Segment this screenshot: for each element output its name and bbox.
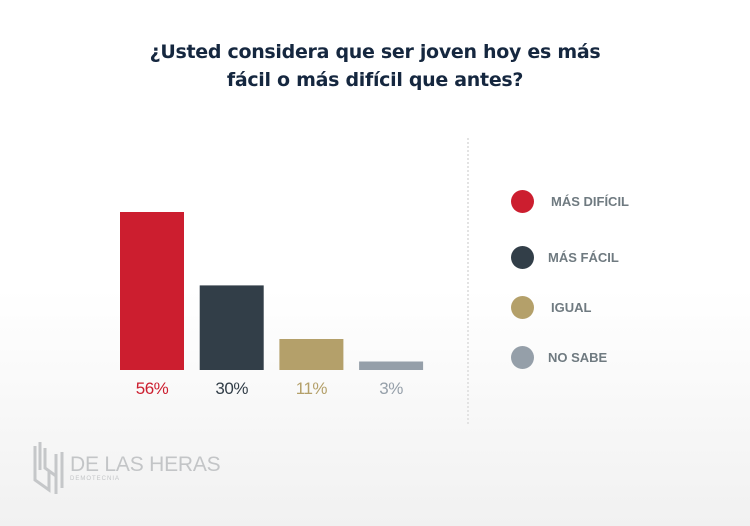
legend-dot-icon [511,346,534,369]
chart-title-line-1: ¿Usted considera que ser joven hoy es má… [149,41,601,63]
legend-label: MÁS DIFÍCIL [551,194,629,209]
legend-item-mas-facil: MÁS FÁCIL [511,246,619,269]
logo-subtitle: DEMOTECNIA [70,475,121,482]
chart-title-line-2: fácil o más difícil que antes? [226,69,524,91]
bars-group [120,212,424,370]
value-label-0: 56% [136,379,169,398]
bar-1 [199,285,264,370]
legend-item-no-sabe: NO SABE [511,346,607,369]
legend-label: IGUAL [551,300,592,315]
legend-dot-icon [511,190,534,213]
bar-2 [279,339,344,370]
bar-0 [120,212,184,370]
value-label-2: 11% [296,379,328,398]
bar-3 [359,361,424,370]
legend-item-mas-dificil: MÁS DIFÍCIL [511,190,629,213]
legend-label: NO SABE [548,350,608,365]
legend-label: MÁS FÁCIL [548,250,619,265]
logo-name: DE LAS HERAS [70,452,221,476]
legend-divider [467,138,469,424]
legend-dot-icon [511,296,534,319]
legend-dot-icon [511,246,534,269]
logo-mark-icon [33,442,64,494]
value-label-3: 3% [379,379,403,398]
value-labels-group: 56% 30% 11% 3% [136,379,404,398]
legend-item-igual: IGUAL [511,296,591,319]
chart-title: ¿Usted considera que ser joven hoy es má… [0,38,750,94]
value-label-1: 30% [215,379,248,398]
brand-logo: DE LAS HERAS DEMOTECNIA [32,442,221,494]
